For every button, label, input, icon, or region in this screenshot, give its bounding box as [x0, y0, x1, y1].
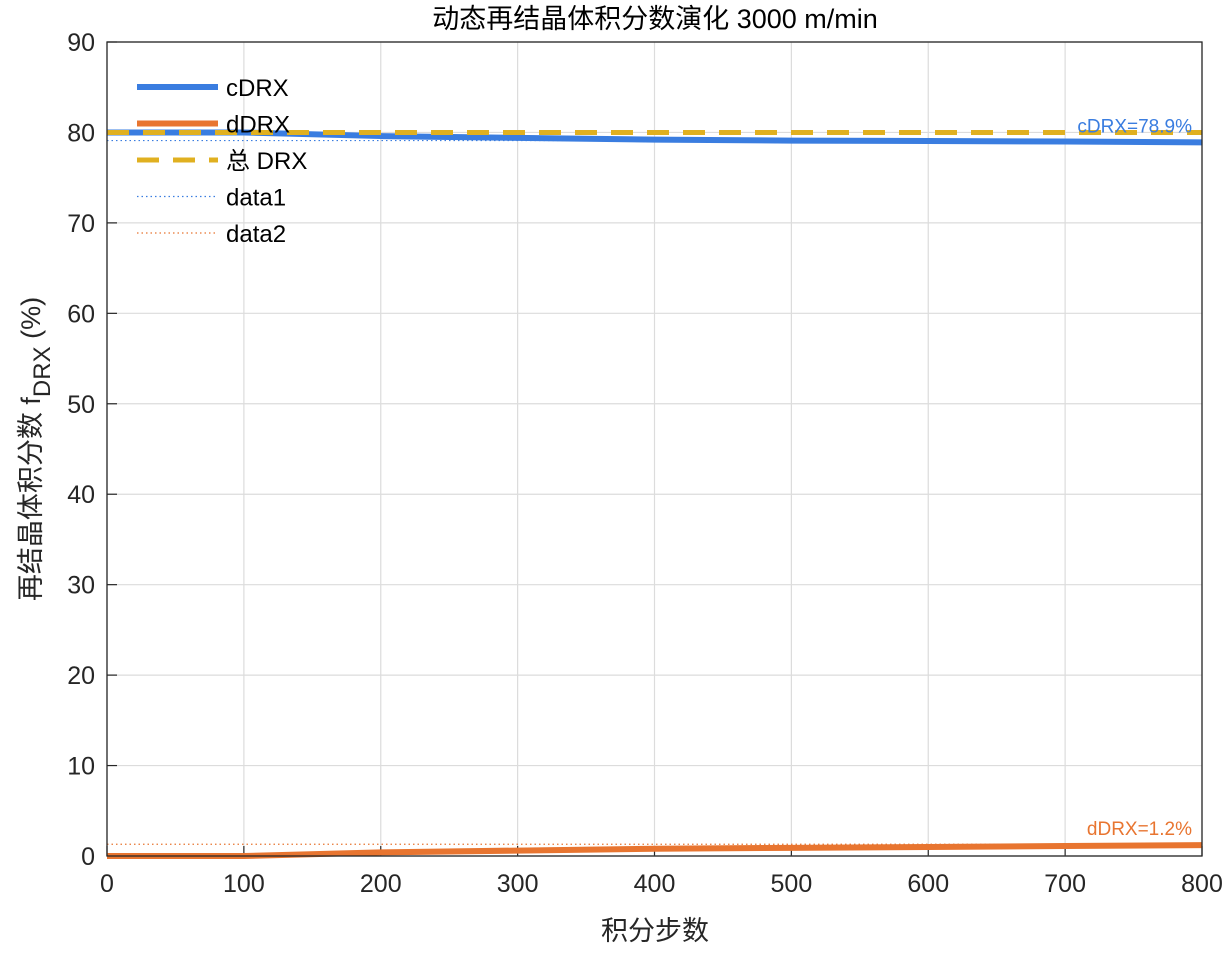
annotations: cDRX=78.9% dDRX=1.2%: [1077, 116, 1192, 840]
y-tick-label: 30: [67, 572, 95, 600]
y-axis-label: 再结晶体积分数 fDRX (%): [16, 297, 56, 601]
y-tick-label: 70: [67, 210, 95, 238]
y-tick-label: 50: [67, 391, 95, 419]
x-tick-label: 0: [100, 870, 114, 898]
legend-label: cDRX: [226, 75, 289, 102]
legend-label: data1: [226, 185, 286, 212]
legend[interactable]: cDRX dDRX 总 DRX data1 data2: [137, 75, 307, 248]
y-tick-label: 80: [67, 119, 95, 147]
y-tick-label: 90: [67, 29, 95, 57]
y-axis-label-sub: DRX: [29, 346, 56, 397]
y-tick-label: 10: [67, 753, 95, 781]
annotation-label: cDRX=78.9%: [1077, 116, 1192, 137]
y-tick-label: 20: [67, 662, 95, 690]
chart-title: 动态再结晶体积分数演化 3000 m/min: [432, 4, 878, 34]
x-tick-label: 700: [1044, 870, 1086, 898]
x-tick-label: 400: [634, 870, 676, 898]
legend-label: dDRX: [226, 112, 290, 139]
x-tick-label: 600: [907, 870, 949, 898]
y-axis-label-tail: (%): [16, 297, 46, 347]
x-axis-label: 积分步数: [601, 916, 709, 946]
y-axis-label-main: 再结晶体积分数 f: [16, 397, 46, 602]
x-tick-label: 800: [1181, 870, 1223, 898]
x-tick-label: 300: [497, 870, 539, 898]
legend-label: data2: [226, 221, 286, 248]
y-tick-label: 60: [67, 300, 95, 328]
legend-label: 总 DRX: [226, 148, 307, 175]
x-tick-label: 200: [360, 870, 402, 898]
y-tick-label: 0: [81, 843, 95, 871]
x-tick-label: 100: [223, 870, 265, 898]
annotation-label: dDRX=1.2%: [1087, 819, 1192, 840]
x-tick-label: 500: [771, 870, 813, 898]
y-tick-label: 40: [67, 481, 95, 509]
